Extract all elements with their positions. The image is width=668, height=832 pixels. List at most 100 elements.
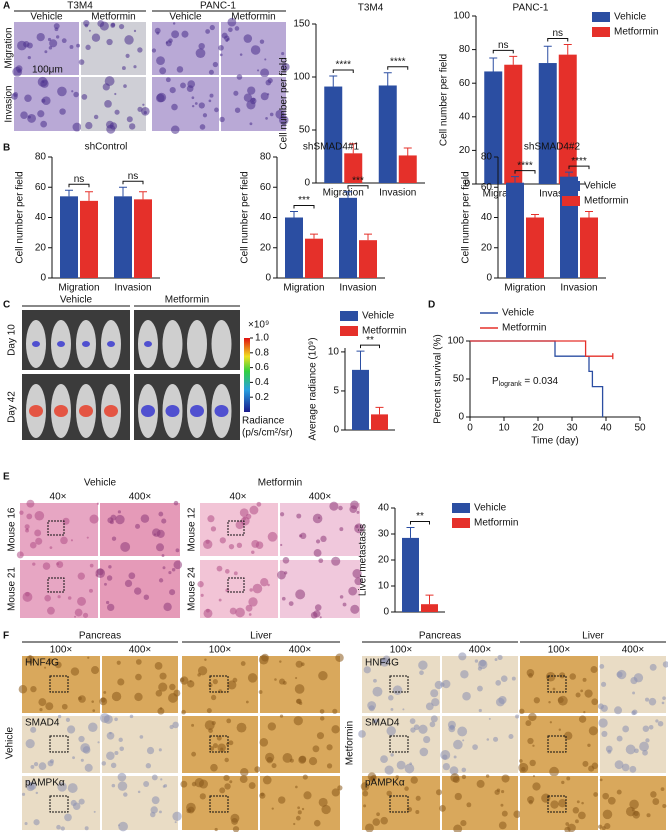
texture — [295, 660, 303, 668]
texture — [106, 751, 115, 761]
significance-bracket — [492, 49, 514, 54]
texture — [214, 107, 219, 113]
colorbar-tick-label: 1.0 — [255, 333, 269, 344]
texture — [258, 690, 263, 694]
texture — [575, 819, 579, 824]
texture — [513, 810, 521, 818]
texture — [45, 702, 54, 711]
texture — [360, 782, 370, 791]
texture — [372, 818, 381, 826]
magnification-label: 400× — [129, 645, 152, 656]
texture — [158, 682, 168, 692]
texture — [137, 790, 141, 794]
zoom-box — [227, 520, 245, 536]
texture — [549, 766, 559, 777]
chart-title: shSMAD4#1 — [303, 142, 360, 153]
texture — [152, 528, 161, 537]
texture — [582, 760, 589, 767]
texture — [598, 824, 603, 829]
texture — [157, 707, 165, 715]
significance-bracket — [568, 165, 590, 170]
texture — [331, 556, 341, 566]
texture — [249, 122, 253, 126]
texture — [91, 33, 101, 42]
texture — [256, 69, 260, 72]
y-axis-label: Average radiance (10⁹) — [308, 337, 319, 440]
x-tick-label: Migration — [58, 283, 99, 294]
texture — [173, 500, 179, 506]
texture — [60, 826, 65, 831]
zoom-box — [49, 795, 69, 813]
texture — [134, 692, 143, 702]
texture — [44, 594, 51, 602]
colorbar-unit: ×10⁹ — [248, 320, 269, 331]
texture — [240, 768, 249, 777]
texture — [137, 106, 143, 112]
texture — [160, 778, 163, 781]
legend-label: Vehicle — [584, 181, 617, 192]
texture — [462, 691, 471, 701]
x-tick-label: 30 — [566, 423, 578, 434]
zoom-box — [547, 735, 567, 753]
texture — [16, 551, 24, 559]
texture — [154, 27, 161, 34]
y-tick-label: 80 — [35, 152, 47, 163]
texture — [74, 615, 77, 618]
significance-bracket — [293, 204, 315, 209]
y-tick-label: 40 — [459, 111, 471, 122]
texture — [229, 607, 237, 615]
y-axis-label: Percent survival (%) — [433, 334, 444, 423]
texture — [460, 819, 467, 827]
y-tick-label: 80 — [260, 152, 272, 163]
bar — [402, 537, 419, 612]
texture — [82, 612, 89, 618]
texture — [163, 784, 168, 788]
y-tick-label: 40 — [35, 212, 47, 223]
texture — [572, 807, 580, 814]
texture — [349, 505, 358, 514]
significance-label: **** — [517, 160, 533, 171]
texture — [26, 780, 30, 784]
texture — [362, 790, 369, 797]
texture — [226, 37, 230, 41]
texture — [511, 676, 516, 681]
texture — [501, 789, 505, 794]
texture — [415, 809, 420, 814]
texture — [500, 803, 504, 807]
texture — [319, 616, 322, 619]
texture — [494, 789, 500, 795]
texture — [93, 810, 96, 813]
texture — [104, 582, 107, 586]
texture — [162, 566, 166, 570]
texture — [84, 826, 89, 831]
texture — [169, 87, 176, 94]
texture — [36, 32, 45, 42]
texture — [566, 776, 571, 781]
texture — [600, 681, 607, 687]
texture — [40, 120, 48, 128]
texture — [494, 658, 498, 662]
texture — [22, 592, 33, 602]
texture — [72, 122, 82, 132]
legend-label: Vehicle — [502, 308, 535, 319]
texture — [508, 733, 514, 740]
texture — [156, 56, 165, 66]
mouse-label: Mouse 12 — [187, 507, 198, 551]
texture — [251, 539, 260, 548]
texture — [649, 663, 657, 671]
texture — [88, 29, 91, 32]
texture — [228, 543, 235, 550]
texture — [221, 32, 228, 39]
y-tick-label: 0 — [333, 425, 339, 436]
texture — [30, 685, 37, 693]
texture — [281, 62, 290, 71]
group-label: Metformin — [345, 721, 356, 765]
y-tick-label: 60 — [481, 182, 493, 193]
texture — [565, 822, 570, 826]
texture — [67, 783, 78, 794]
magnification-label: 40× — [50, 492, 67, 503]
texture — [84, 763, 93, 772]
texture — [358, 730, 366, 738]
texture — [26, 499, 35, 508]
magnification-label: 100× — [390, 645, 413, 656]
